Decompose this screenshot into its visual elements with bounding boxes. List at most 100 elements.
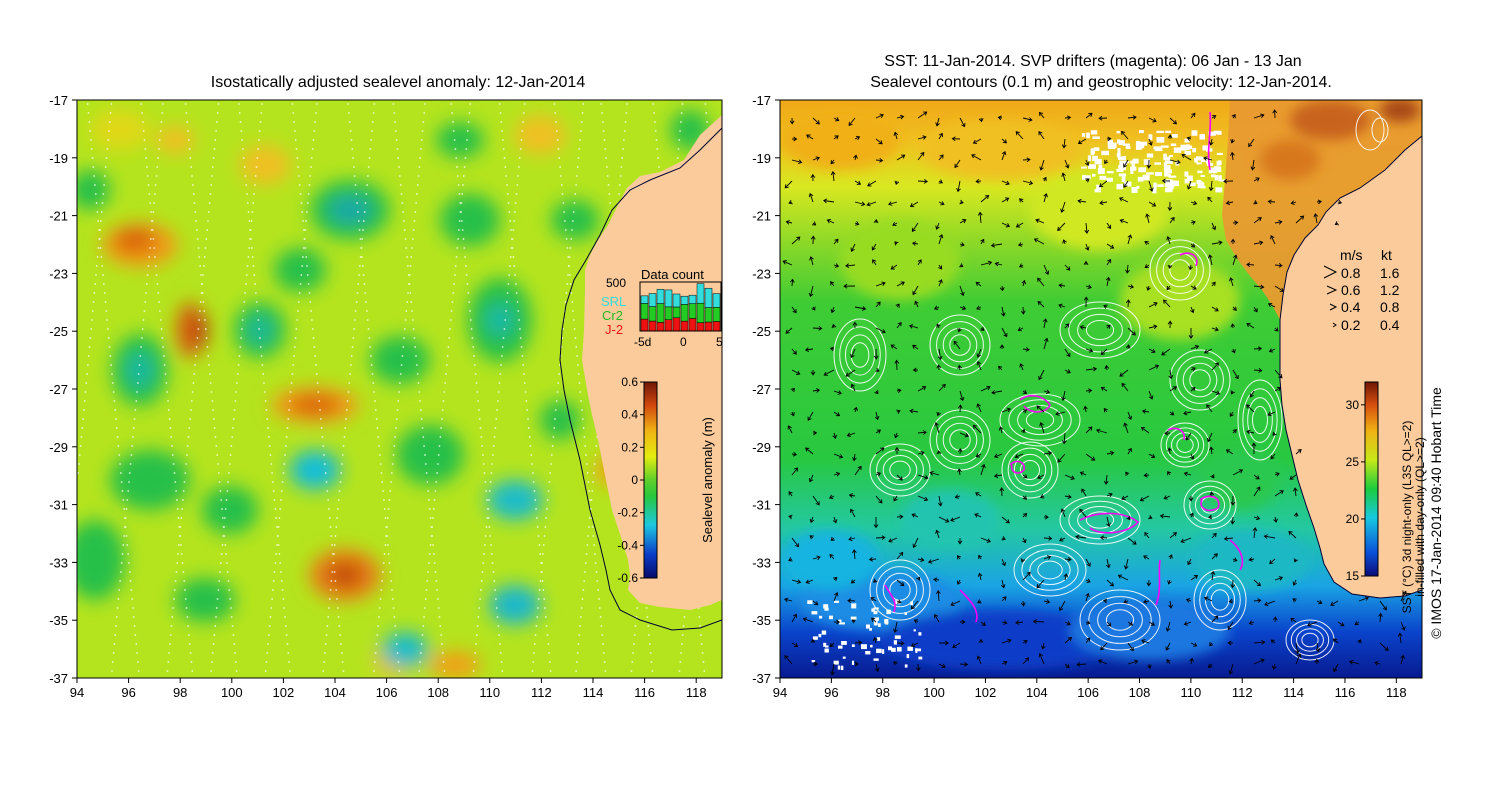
velocity-arrow <box>873 578 878 583</box>
track-dot <box>411 319 414 321</box>
track-dot <box>482 454 484 456</box>
track-dot <box>185 607 188 609</box>
track-dot <box>110 364 112 366</box>
sst-patch <box>880 610 1120 670</box>
track-dot <box>147 265 150 267</box>
cloud-pixel <box>915 648 922 652</box>
velocity-arrow <box>1163 495 1171 500</box>
track-dot <box>310 310 312 312</box>
track-dot <box>188 643 191 645</box>
velocity-arrow <box>1253 177 1260 182</box>
cloud-pixel <box>873 610 878 615</box>
track-dot <box>542 589 545 591</box>
cloud-pixel <box>1093 147 1100 151</box>
velocity-arrow <box>1272 431 1277 436</box>
track-dot <box>294 139 297 141</box>
velocity-arrow <box>1083 405 1088 413</box>
track-dot <box>561 193 564 195</box>
track-dot <box>217 589 220 591</box>
track-dot <box>444 382 447 384</box>
track-dot <box>287 418 290 420</box>
velocity-arrow <box>1064 637 1073 644</box>
track-dot <box>462 238 465 240</box>
velocity-arrow <box>910 642 919 648</box>
track-dot <box>586 472 589 474</box>
track-dot <box>211 175 213 177</box>
velocity-arrow <box>1166 236 1171 245</box>
velocity-arrow <box>980 621 986 626</box>
sealevel-contour <box>942 422 978 458</box>
y-tick-label: -21 <box>49 209 68 224</box>
velocity-arrow <box>896 599 902 604</box>
track-dot <box>604 148 607 150</box>
velocity-arrow <box>805 447 814 455</box>
track-dot <box>215 616 217 618</box>
cloud-pixel <box>1168 175 1177 178</box>
track-dot <box>339 634 342 636</box>
track-dot <box>369 346 371 348</box>
cloud-pixel <box>1118 173 1127 177</box>
track-dot <box>389 490 392 492</box>
track-dot <box>580 121 583 123</box>
track-dot <box>190 661 193 663</box>
velocity-arrow <box>917 135 927 140</box>
velocity-arrow <box>1188 495 1194 502</box>
track-dot <box>515 193 518 195</box>
track-dot <box>392 454 395 456</box>
legend-srl: SRL <box>601 294 626 309</box>
colorbar-tick-label: -0.2 <box>617 506 638 520</box>
track-dot <box>513 265 516 267</box>
velocity-arrow <box>893 131 899 140</box>
track-dot <box>504 319 507 321</box>
velocity-arrow <box>959 242 965 247</box>
cloud-pixel <box>907 646 913 651</box>
velocity-arrow <box>957 404 963 413</box>
track-dot <box>570 238 573 240</box>
velocity-arrow <box>850 508 856 518</box>
velocity-arrow <box>1207 432 1213 443</box>
track-dot <box>296 157 299 159</box>
track-dot <box>365 193 368 195</box>
velocity-arrow <box>1085 592 1090 602</box>
track-dot <box>602 121 604 123</box>
track-dot <box>618 184 621 186</box>
track-dot <box>228 463 231 465</box>
track-dot <box>585 463 588 465</box>
track-dot <box>545 625 548 627</box>
track-dot <box>383 499 385 501</box>
track-dot <box>150 229 153 231</box>
track-dot <box>474 373 477 375</box>
cloud-pixel <box>1130 166 1137 171</box>
velocity-arrow <box>909 201 919 208</box>
track-dot <box>431 526 434 528</box>
track-dot <box>141 328 144 330</box>
velocity-arrow <box>1038 369 1045 381</box>
velocity-arrow <box>1358 596 1370 602</box>
velocity-arrow <box>875 367 880 373</box>
velocity-arrow <box>1211 240 1223 246</box>
velocity-arrow <box>978 554 983 560</box>
velocity-arrow <box>1022 513 1028 518</box>
track-dot <box>557 382 560 384</box>
track-dot <box>401 355 404 357</box>
track-dot <box>358 265 361 267</box>
legend-j2: J-2 <box>605 322 623 337</box>
velocity-arrow <box>792 136 798 142</box>
track-dot <box>280 580 283 582</box>
track-dot <box>192 184 194 186</box>
velocity-arrow <box>788 514 793 520</box>
count-bar-srl <box>704 287 713 308</box>
track-dot <box>223 526 226 528</box>
track-dot <box>700 634 702 636</box>
y-tick-label: -35 <box>752 613 771 628</box>
velocity-arrow <box>1163 299 1171 308</box>
right-title-line2: Sealevel contours (0.1 m) and geostrophi… <box>870 74 1332 91</box>
track-dot <box>350 355 353 357</box>
track-dot <box>382 562 385 564</box>
track-dot <box>447 346 450 348</box>
velocity-arrow <box>1143 599 1150 604</box>
sealevel-contour <box>1193 569 1247 631</box>
velocity-arrow <box>787 425 793 434</box>
sealevel-contour <box>1199 576 1241 624</box>
cloud-pixel <box>861 644 867 650</box>
